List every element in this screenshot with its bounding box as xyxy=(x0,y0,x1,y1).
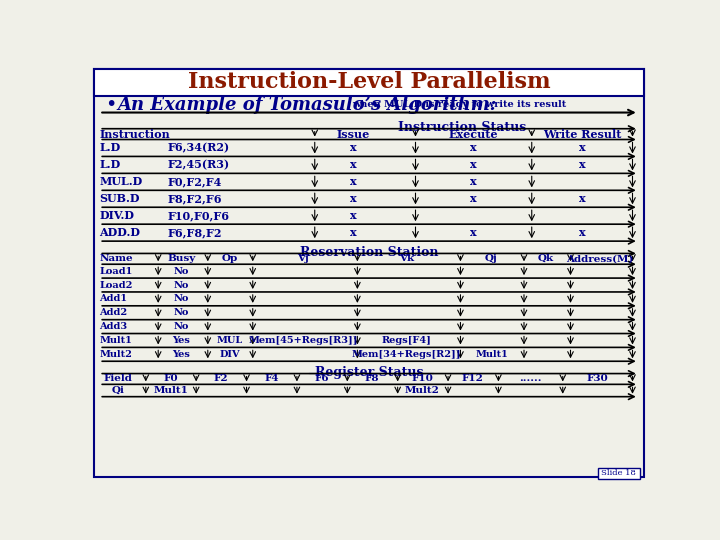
Bar xyxy=(94,69,644,96)
Text: x: x xyxy=(579,227,585,238)
Text: Qi: Qi xyxy=(112,386,125,395)
Text: Field: Field xyxy=(104,374,132,383)
Text: F6: F6 xyxy=(315,374,329,383)
Text: Instruction Status: Instruction Status xyxy=(398,121,526,134)
Text: x: x xyxy=(350,143,357,153)
Text: x: x xyxy=(579,159,585,171)
Text: Name: Name xyxy=(99,254,133,264)
Text: Qj: Qj xyxy=(485,254,498,264)
Text: x: x xyxy=(350,159,357,171)
Text: Reservation Station: Reservation Station xyxy=(300,246,438,259)
Text: Load2: Load2 xyxy=(99,280,132,289)
Text: Mult2: Mult2 xyxy=(99,350,132,359)
Text: Qk: Qk xyxy=(538,254,554,264)
Text: DIV: DIV xyxy=(219,350,240,359)
Text: x: x xyxy=(470,193,477,204)
Text: Execute: Execute xyxy=(449,129,498,140)
Text: MUL: MUL xyxy=(217,336,243,345)
Text: Instruction-Level Parallelism: Instruction-Level Parallelism xyxy=(188,71,550,93)
Text: Write Result: Write Result xyxy=(543,129,621,140)
Text: F6,34(R2): F6,34(R2) xyxy=(168,143,230,153)
Text: x: x xyxy=(470,143,477,153)
Text: L.D: L.D xyxy=(99,143,120,153)
Text: x: x xyxy=(470,159,477,171)
Text: L.D: L.D xyxy=(99,159,120,171)
Text: x: x xyxy=(350,193,357,204)
Text: Mem[34+Regs[R2]]: Mem[34+Regs[R2]] xyxy=(351,350,461,359)
Text: Mult2: Mult2 xyxy=(405,386,440,395)
Text: Load1: Load1 xyxy=(99,267,132,275)
Text: F8: F8 xyxy=(365,374,379,383)
Text: No: No xyxy=(174,308,189,317)
Text: No: No xyxy=(174,294,189,303)
Text: Vk: Vk xyxy=(399,254,414,264)
Text: Slide 18: Slide 18 xyxy=(601,469,636,477)
Text: F2,45(R3): F2,45(R3) xyxy=(168,159,230,171)
Text: Add1: Add1 xyxy=(99,294,127,303)
Text: No: No xyxy=(174,280,189,289)
Text: Yes: Yes xyxy=(173,336,190,345)
Text: Mult1: Mult1 xyxy=(475,350,508,359)
Text: Busy: Busy xyxy=(167,254,196,264)
Text: Issue: Issue xyxy=(337,129,370,140)
Text: Mult1: Mult1 xyxy=(153,386,188,395)
Text: x: x xyxy=(579,143,585,153)
Text: An Example of Tomasulo’s Algorithm:: An Example of Tomasulo’s Algorithm: xyxy=(117,96,497,114)
Text: x: x xyxy=(579,193,585,204)
Text: No: No xyxy=(174,267,189,275)
Text: x: x xyxy=(350,177,357,187)
Text: F0,F2,F4: F0,F2,F4 xyxy=(168,177,222,187)
Text: F0: F0 xyxy=(163,374,178,383)
Text: F12: F12 xyxy=(462,374,484,383)
Text: when MUL.D is ready to write its result: when MUL.D is ready to write its result xyxy=(352,100,566,109)
Text: Mem[45+Regs[R3]]: Mem[45+Regs[R3]] xyxy=(248,336,358,345)
Text: F8,F2,F6: F8,F2,F6 xyxy=(168,193,222,204)
Text: x: x xyxy=(350,210,357,221)
Text: No: No xyxy=(174,322,189,331)
Bar xyxy=(598,468,640,479)
Text: F30: F30 xyxy=(587,374,608,383)
Text: SUB.D: SUB.D xyxy=(99,193,140,204)
Text: ......: ...... xyxy=(519,374,541,383)
Text: x: x xyxy=(350,227,357,238)
Text: x: x xyxy=(470,227,477,238)
Text: Instruction: Instruction xyxy=(99,129,170,140)
Text: Address(M): Address(M) xyxy=(566,254,634,264)
Text: •: • xyxy=(106,96,117,114)
Text: Add3: Add3 xyxy=(99,322,127,331)
Text: F2: F2 xyxy=(214,374,228,383)
Text: Vj: Vj xyxy=(297,254,309,264)
Text: DIV.D: DIV.D xyxy=(99,210,135,221)
Text: MUL.D: MUL.D xyxy=(99,177,143,187)
Text: Op: Op xyxy=(221,254,238,264)
Text: F10,F0,F6: F10,F0,F6 xyxy=(168,210,230,221)
Text: Yes: Yes xyxy=(173,350,190,359)
Text: Add2: Add2 xyxy=(99,308,127,317)
Text: Mult1: Mult1 xyxy=(99,336,132,345)
Text: Register Status: Register Status xyxy=(315,366,423,379)
Text: F4: F4 xyxy=(264,374,279,383)
Text: ADD.D: ADD.D xyxy=(99,227,140,238)
Text: F10: F10 xyxy=(412,374,433,383)
Text: F6,F8,F2: F6,F8,F2 xyxy=(168,227,222,238)
Text: Regs[F4]: Regs[F4] xyxy=(382,336,431,345)
Text: x: x xyxy=(470,177,477,187)
